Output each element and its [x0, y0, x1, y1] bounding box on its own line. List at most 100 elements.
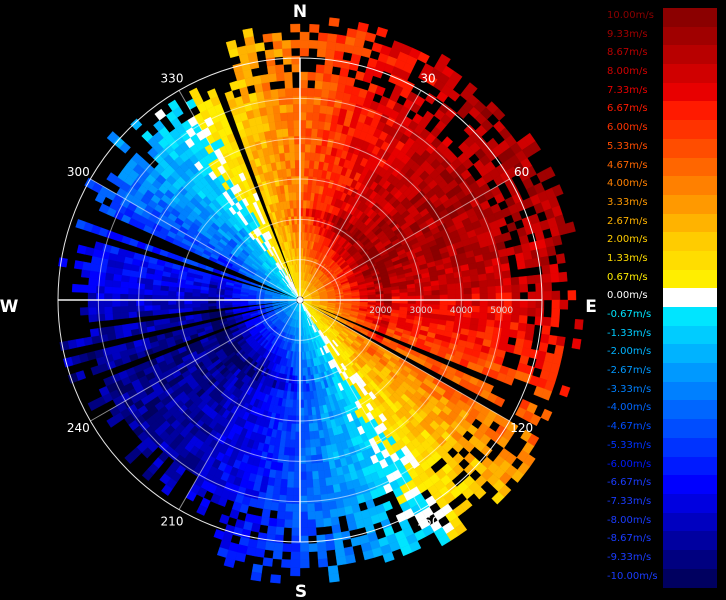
velocity-cell [415, 291, 425, 297]
velocity-cell [304, 423, 310, 433]
velocity-cell [294, 447, 301, 457]
velocity-cell [311, 462, 319, 472]
velocity-cell [291, 519, 301, 529]
velocity-cell [543, 290, 553, 301]
velocity-cell [80, 269, 91, 279]
velocity-cell [264, 541, 275, 551]
velocity-cell [268, 517, 278, 528]
velocity-cell [362, 549, 375, 561]
velocity-cell [471, 287, 481, 295]
velocity-cell [327, 492, 336, 503]
velocity-cell [289, 431, 296, 441]
velocity-cell [431, 285, 440, 292]
velocity-cell [454, 276, 464, 284]
velocity-cell [503, 292, 513, 301]
velocity-cell [290, 543, 301, 553]
velocity-cell [304, 447, 312, 457]
velocity-cell [299, 519, 309, 529]
velocity-cell [127, 287, 137, 295]
velocity-cell [216, 547, 229, 558]
velocity-cell [167, 99, 180, 112]
velocity-cell [213, 529, 225, 540]
velocity-cell [321, 80, 331, 91]
velocity-cell [547, 334, 558, 346]
velocity-cell [265, 105, 275, 116]
velocity-cell [316, 48, 327, 58]
velocity-cell [299, 479, 307, 489]
velocity-cell [500, 262, 511, 272]
velocity-cell [277, 502, 287, 512]
velocity-cell [527, 291, 537, 301]
velocity-cell [311, 128, 319, 138]
velocity-cell [446, 283, 456, 290]
velocity-cell [304, 167, 310, 177]
velocity-cell [310, 144, 317, 154]
velocity-cell [105, 325, 116, 335]
velocity-cell [308, 39, 319, 49]
velocity-cell [316, 454, 324, 464]
velocity-cell [119, 299, 129, 307]
velocity-cell [287, 463, 295, 473]
velocity-cell [535, 307, 545, 318]
velocity-cell [160, 308, 169, 315]
velocity-cell [375, 26, 389, 38]
velocity-cell [391, 292, 401, 298]
velocity-cell [299, 439, 306, 449]
velocity-cell [89, 328, 100, 338]
velocity-cell [257, 532, 268, 542]
velocity-cell [264, 97, 273, 108]
velocity-cell [519, 299, 529, 309]
velocity-cell [302, 375, 307, 385]
velocity-cell [403, 80, 415, 92]
velocity-cell [305, 135, 312, 145]
velocity-cell [399, 288, 408, 294]
velocity-cell [275, 518, 285, 528]
velocity-cell [439, 299, 449, 306]
velocity-cell [135, 288, 145, 295]
velocity-cell [438, 284, 448, 291]
velocity-cell [274, 534, 284, 544]
velocity-cell [314, 80, 324, 90]
velocity-cell [314, 510, 324, 520]
velocity-cell [551, 184, 564, 197]
velocity-cell [441, 136, 454, 148]
velocity-cell [529, 413, 542, 427]
velocity-cell [516, 260, 527, 270]
velocity-cell [323, 65, 334, 75]
velocity-cell [175, 303, 185, 309]
velocity-cell [151, 304, 161, 311]
velocity-cell [400, 544, 413, 557]
velocity-cell [79, 284, 89, 293]
velocity-cell [304, 151, 311, 161]
velocity-cell [189, 260, 199, 267]
velocity-cell [272, 485, 281, 496]
velocity-cell [250, 281, 259, 287]
velocity-cell [306, 111, 314, 121]
velocity-cell [262, 89, 272, 100]
velocity-cell [332, 532, 343, 542]
velocity-cell [143, 288, 153, 296]
velocity-cell [473, 486, 487, 500]
velocity-cell [321, 501, 330, 512]
velocity-cell [335, 34, 347, 45]
velocity-cell [492, 108, 506, 121]
velocity-cell [462, 281, 472, 289]
velocity-cell [437, 533, 451, 547]
velocity-cell [527, 299, 537, 309]
velocity-cell [144, 283, 154, 290]
velocity-cell [131, 152, 143, 164]
velocity-cell [546, 245, 557, 257]
velocity-cell [316, 462, 325, 472]
velocity-cell [299, 79, 308, 89]
velocity-cell [477, 273, 488, 282]
velocity-cell [525, 323, 535, 334]
velocity-cell [334, 547, 346, 558]
velocity-cell [255, 540, 267, 550]
velocity-cell [167, 304, 177, 310]
velocity-cell [463, 287, 473, 295]
velocity-cell [511, 284, 521, 293]
velocity-cell [543, 166, 556, 180]
velocity-cell [199, 302, 209, 308]
velocity-cell [76, 244, 87, 255]
velocity-cell [293, 479, 301, 489]
